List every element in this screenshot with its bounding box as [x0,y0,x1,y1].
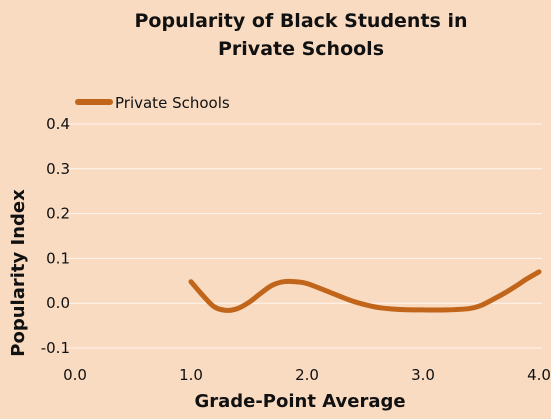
x-axis-title: Grade-Point Average [194,391,405,412]
series-line-private-schools [188,269,542,313]
y-axis-title: Popularity Index [8,189,29,357]
x-tick-label: 2.0 [295,366,319,384]
x-tick-label: 4.0 [527,366,551,384]
y-tick-label: 0.4 [46,115,70,133]
y-axis-ticks: -0.1 0.0 0.1 0.2 0.3 0.4 [41,115,70,357]
y-tick-label: 0.3 [46,160,70,178]
x-tick-label: 3.0 [411,366,435,384]
chart-title-line-2: Private Schools [218,38,384,60]
legend-label-private-schools: Private Schools [115,94,230,112]
series-lines [188,269,542,313]
y-tick-label: 0.2 [46,205,70,223]
gridlines [62,123,542,349]
y-tick-label: 0.0 [46,294,70,312]
x-tick-label: 1.0 [179,366,203,384]
y-tick-label: -0.1 [41,339,70,357]
y-tick-label: 0.1 [46,249,70,267]
x-tick-label: 0.0 [63,366,87,384]
legend: Private Schools [75,94,230,112]
x-axis-ticks: 0.0 1.0 2.0 3.0 4.0 [63,366,551,384]
chart-title-line-1: Popularity of Black Students in [134,10,467,32]
